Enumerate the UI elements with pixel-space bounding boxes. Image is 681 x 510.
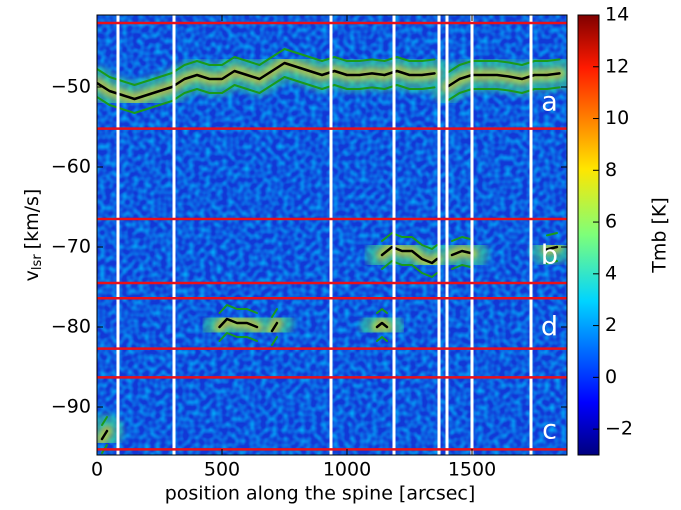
- y-tick-label: −70: [51, 236, 91, 258]
- component-label: b: [541, 240, 558, 271]
- component-label: d: [541, 311, 558, 342]
- y-label-main: v: [21, 270, 43, 281]
- x-tick-label: 1000: [323, 459, 371, 481]
- y-label-sub: lsr: [30, 254, 45, 270]
- frame: [96, 14, 568, 456]
- x-tick-label: 500: [204, 459, 240, 481]
- colorbar-tick-label: 0: [605, 366, 617, 388]
- component-label: c: [542, 415, 557, 446]
- colorbar-tick-label: 14: [605, 4, 629, 26]
- colorbar-tick-label: 10: [605, 107, 629, 129]
- y-tick-label: −60: [51, 156, 91, 178]
- colorbar-tick-label: 6: [605, 211, 617, 233]
- colorbar-tick-label: 2: [605, 314, 617, 336]
- colorbar-tick-label: 4: [605, 262, 617, 284]
- velocity-line: [218, 317, 389, 333]
- y-label: vlsr [km/s]: [21, 189, 45, 282]
- y-label-unit: [km/s]: [21, 189, 43, 250]
- contour-upper: [381, 232, 558, 250]
- y-tick-label: −50: [51, 76, 91, 98]
- colorbar: [577, 14, 600, 456]
- x-tick-label: 0: [91, 459, 103, 481]
- contour-lower: [97, 76, 561, 114]
- plot-area: a b d c: [97, 15, 567, 455]
- component-label: a: [541, 87, 558, 118]
- contour-lower: [218, 332, 388, 346]
- y-tick-label: −80: [51, 316, 91, 338]
- velocity-line: [97, 61, 561, 101]
- x-tick-label: 1500: [448, 459, 496, 481]
- colorbar-tick-label: 8: [605, 159, 617, 181]
- velocity-line: [380, 245, 559, 265]
- contour-upper: [218, 304, 388, 318]
- colorbar-tick-label: −2: [605, 418, 633, 440]
- y-tick-label: −90: [51, 396, 91, 418]
- colorbar-label: Tmb [K]: [649, 197, 671, 274]
- contour-upper: [97, 48, 561, 86]
- contour-lower: [381, 260, 558, 278]
- colorbar-tick-label: 12: [605, 55, 629, 77]
- x-label: position along the spine [arcsec]: [165, 483, 476, 505]
